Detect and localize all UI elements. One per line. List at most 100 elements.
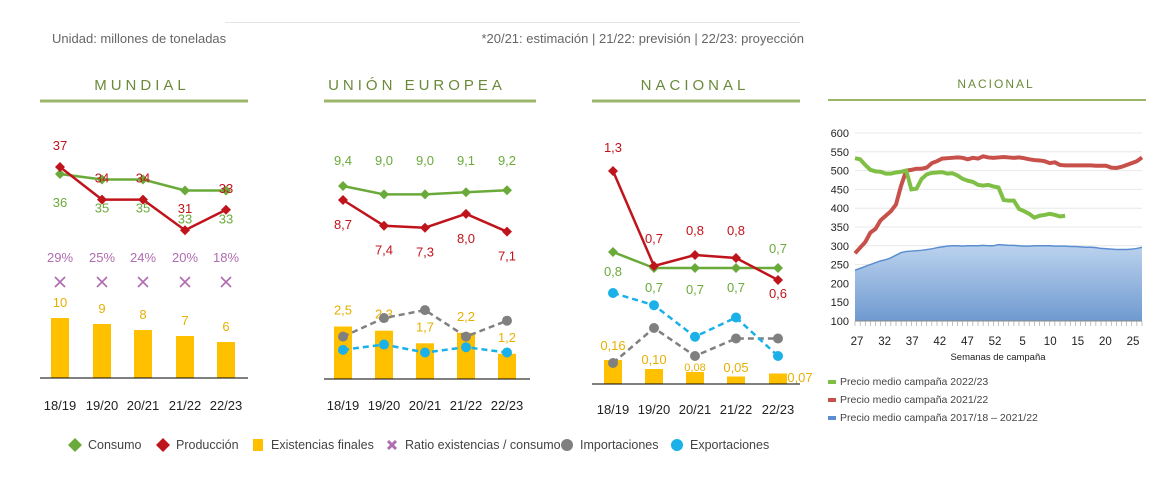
nac-point-importaciones: [773, 333, 783, 344]
price-ytick: 100: [831, 316, 849, 328]
ue-tick: 20/21: [409, 398, 442, 413]
price-ytick: 400: [831, 203, 849, 215]
nac-label-produccion: 0,8: [686, 223, 704, 238]
mundial-label-consumo: 35: [136, 201, 150, 216]
price-ytick: 200: [831, 278, 849, 290]
legend-label: Producción: [176, 438, 239, 452]
price-xtick: 37: [906, 336, 919, 348]
mundial-tick: 18/19: [44, 398, 77, 413]
ue-tick: 21/22: [450, 398, 483, 413]
mundial-label-existencias: 8: [139, 307, 146, 322]
ue-point-consumo: [420, 189, 430, 200]
mundial-mark-ratio: [179, 276, 191, 288]
legend-item: Exportaciones: [670, 438, 769, 452]
mundial-point-produccion: [97, 194, 107, 205]
mundial-label-ratio: 24%: [130, 250, 156, 265]
nac-label-existencias: 0,10: [641, 352, 666, 367]
price-ytick: 550: [831, 147, 849, 159]
price-legend: Precio medio campaña 2022/23 Precio medio…: [828, 376, 1128, 430]
price-chart: NACIONAL 100 150 200 250 300 350 400 450 500 550 60…: [828, 77, 1146, 363]
nac-point-consumo: [608, 247, 618, 257]
ue-chart: 2,52,31,72,21,218/1919/2020/2121/2222/23…: [324, 153, 530, 413]
nac-tick: 19/20: [638, 402, 671, 417]
price-xtick: 42: [933, 336, 946, 348]
nac-label-consumo: 0,7: [769, 241, 787, 256]
ue-point-produccion: [379, 220, 389, 231]
ue-point-exportaciones: [338, 344, 348, 355]
price-area-avg: [855, 244, 1142, 321]
nac-title: NACIONAL: [641, 77, 750, 94]
legend-label: Consumo: [88, 438, 142, 452]
nac-tick: 22/23: [762, 402, 795, 417]
mundial-tick: 21/22: [169, 398, 202, 413]
ue-point-importaciones: [338, 331, 348, 342]
legend-label: Importaciones: [580, 438, 659, 452]
legend-label: Exportaciones: [690, 438, 770, 452]
mundial-point-produccion: [55, 162, 65, 172]
ue-point-exportaciones: [461, 342, 471, 353]
nac-point-exportaciones: [773, 351, 783, 361]
nac-point-produccion: [608, 166, 618, 176]
nac-point-consumo: [690, 263, 700, 273]
nac-bar-existencias: [769, 373, 787, 384]
mundial-bar-existencias: [134, 330, 152, 378]
mundial-label-produccion: 34: [136, 171, 150, 186]
mundial-label-ratio: 20%: [172, 250, 198, 265]
ue-label-produccion: 8,7: [334, 217, 352, 232]
mundial-mark-ratio: [137, 276, 149, 288]
nac-label-produccion: 1,3: [604, 140, 622, 155]
circle-icon: [561, 439, 573, 451]
mundial-point-produccion: [221, 204, 231, 215]
mundial-point-consumo: [180, 185, 190, 196]
nac-label-consumo: 0,7: [727, 280, 745, 295]
nac-point-produccion: [649, 261, 659, 271]
nac-label-existencias: 0,05: [723, 360, 748, 375]
price-ytick: 350: [831, 222, 849, 234]
nac-label-produccion: 0,7: [645, 231, 663, 246]
nac-point-produccion: [773, 275, 783, 285]
ue-line-importaciones: [342, 308, 508, 338]
nac-header: NACIONAL: [592, 77, 800, 103]
nac-point-exportaciones: [690, 331, 700, 342]
circle-icon: [671, 439, 683, 451]
nac-tick: 20/21: [679, 402, 712, 417]
mundial-point-produccion: [180, 225, 190, 236]
mundial-label-ratio: 25%: [89, 250, 115, 265]
price-legend-item: Precio medio campaña 2021/22: [828, 394, 1128, 406]
unit-label: Unidad: millones de toneladas: [52, 31, 227, 46]
price-xtick: 52: [989, 336, 1002, 348]
nac-line-exportaciones: [612, 291, 779, 357]
price-ytick: 600: [831, 128, 849, 140]
mundial-tick: 19/20: [86, 398, 119, 413]
mundial-bar-existencias: [176, 336, 194, 378]
ue-point-produccion: [502, 226, 512, 237]
price-legend-label: Precio medio campaña 2021/22: [840, 394, 989, 406]
nac-tick: 21/22: [720, 402, 753, 417]
mundial-label-ratio: 29%: [47, 250, 73, 265]
legend-item: Existencias finales: [251, 438, 374, 452]
nac-tick: 18/19: [597, 402, 630, 417]
ue-point-exportaciones: [502, 347, 512, 358]
nac-label-produccion: 0,8: [727, 223, 745, 238]
price-ytick: 450: [831, 184, 849, 196]
price-legend-label: Precio medio campaña 2022/23: [840, 376, 989, 388]
mundial-label-produccion: 31: [178, 201, 192, 216]
ue-point-importaciones: [420, 305, 430, 316]
legend-swatch-icon: [828, 416, 836, 420]
ue-title: UNIÓN EUROPEA: [328, 77, 506, 94]
mundial-point-consumo: [138, 174, 148, 185]
nac-bar-existencias: [645, 369, 663, 384]
mundial-point-consumo: [55, 169, 65, 179]
nac-point-produccion: [690, 250, 700, 260]
nac-label-existencias: 0,07: [787, 370, 812, 385]
price-xtick: 5: [1019, 336, 1025, 348]
mundial-mark-ratio: [220, 276, 232, 288]
nac-chart: 0,16 0,10 0,08 0,05 0,07 18/19 19/20 20/21 21/22…: [592, 140, 813, 417]
price-legend-item: Precio medio campaña 2017/18 – 2021/22: [828, 412, 1128, 424]
ue-label-produccion: 8,0: [457, 231, 475, 246]
diamond-icon: [156, 438, 170, 452]
mundial-label-existencias: 9: [98, 301, 105, 316]
nac-point-exportaciones: [731, 312, 741, 323]
price-ytick: 500: [831, 166, 849, 178]
